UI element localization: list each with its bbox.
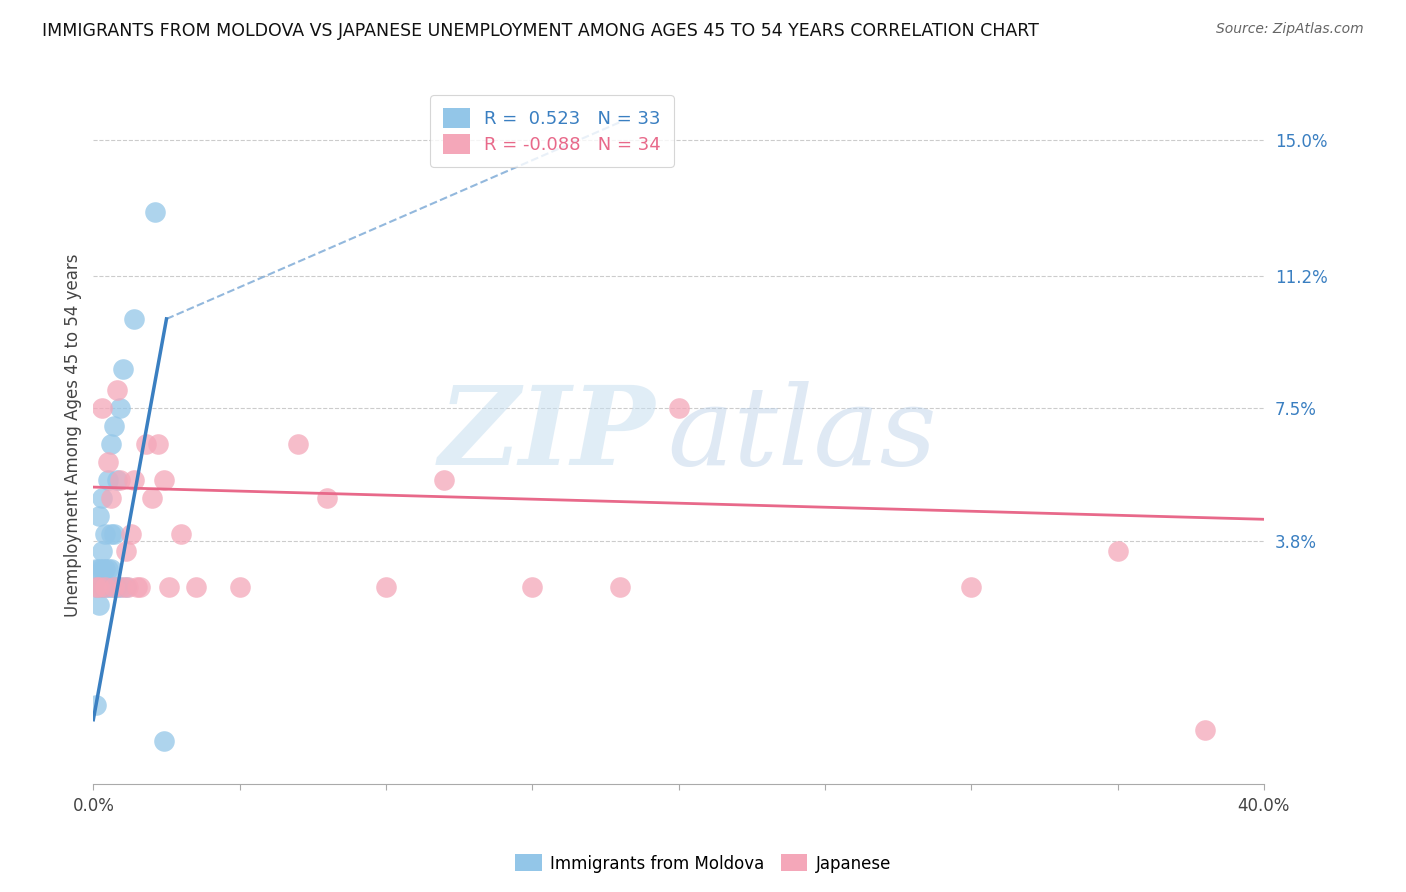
- Point: [129, 580, 152, 594]
- Point: [84, 698, 107, 713]
- Point: [228, 580, 250, 594]
- Point: [108, 401, 131, 416]
- Point: [668, 401, 690, 416]
- Point: [84, 580, 107, 594]
- Point: [91, 401, 114, 416]
- Point: [94, 562, 117, 576]
- Text: Source: ZipAtlas.com: Source: ZipAtlas.com: [1216, 22, 1364, 37]
- Point: [127, 580, 149, 594]
- Point: [157, 580, 180, 594]
- Point: [522, 580, 544, 594]
- Point: [89, 580, 111, 594]
- Point: [91, 544, 114, 558]
- Point: [89, 508, 111, 523]
- Point: [100, 526, 122, 541]
- Point: [1107, 544, 1129, 558]
- Point: [97, 562, 120, 576]
- Point: [91, 491, 114, 505]
- Point: [103, 580, 125, 594]
- Point: [124, 473, 146, 487]
- Point: [100, 562, 122, 576]
- Point: [609, 580, 631, 594]
- Point: [141, 491, 163, 505]
- Point: [111, 580, 134, 594]
- Legend: R =  0.523   N = 33, R = -0.088   N = 34: R = 0.523 N = 33, R = -0.088 N = 34: [430, 95, 673, 167]
- Point: [1194, 723, 1216, 738]
- Point: [103, 526, 125, 541]
- Point: [124, 312, 146, 326]
- Point: [152, 734, 174, 748]
- Point: [97, 455, 120, 469]
- Point: [114, 580, 136, 594]
- Text: IMMIGRANTS FROM MOLDOVA VS JAPANESE UNEMPLOYMENT AMONG AGES 45 TO 54 YEARS CORRE: IMMIGRANTS FROM MOLDOVA VS JAPANESE UNEM…: [42, 22, 1039, 40]
- Point: [111, 362, 134, 376]
- Point: [89, 580, 111, 594]
- Point: [100, 580, 122, 594]
- Point: [94, 580, 117, 594]
- Point: [114, 544, 136, 558]
- Point: [105, 580, 128, 594]
- Point: [960, 580, 983, 594]
- Point: [108, 473, 131, 487]
- Point: [103, 419, 125, 434]
- Point: [94, 580, 117, 594]
- Point: [103, 580, 125, 594]
- Text: atlas: atlas: [666, 382, 936, 489]
- Point: [94, 526, 117, 541]
- Point: [152, 473, 174, 487]
- Point: [433, 473, 456, 487]
- Point: [105, 473, 128, 487]
- Point: [91, 562, 114, 576]
- Point: [146, 437, 169, 451]
- Point: [97, 473, 120, 487]
- Point: [89, 562, 111, 576]
- Point: [170, 526, 193, 541]
- Point: [287, 437, 309, 451]
- Point: [120, 526, 142, 541]
- Point: [105, 384, 128, 398]
- Point: [84, 580, 107, 594]
- Legend: Immigrants from Moldova, Japanese: Immigrants from Moldova, Japanese: [508, 847, 898, 880]
- Point: [135, 437, 157, 451]
- Y-axis label: Unemployment Among Ages 45 to 54 years: Unemployment Among Ages 45 to 54 years: [65, 253, 82, 617]
- Point: [117, 580, 139, 594]
- Point: [89, 598, 111, 612]
- Point: [143, 204, 166, 219]
- Point: [84, 562, 107, 576]
- Point: [375, 580, 398, 594]
- Point: [108, 580, 131, 594]
- Point: [100, 491, 122, 505]
- Point: [91, 580, 114, 594]
- Point: [184, 580, 207, 594]
- Point: [100, 437, 122, 451]
- Text: ZIP: ZIP: [439, 382, 655, 489]
- Point: [97, 580, 120, 594]
- Point: [316, 491, 339, 505]
